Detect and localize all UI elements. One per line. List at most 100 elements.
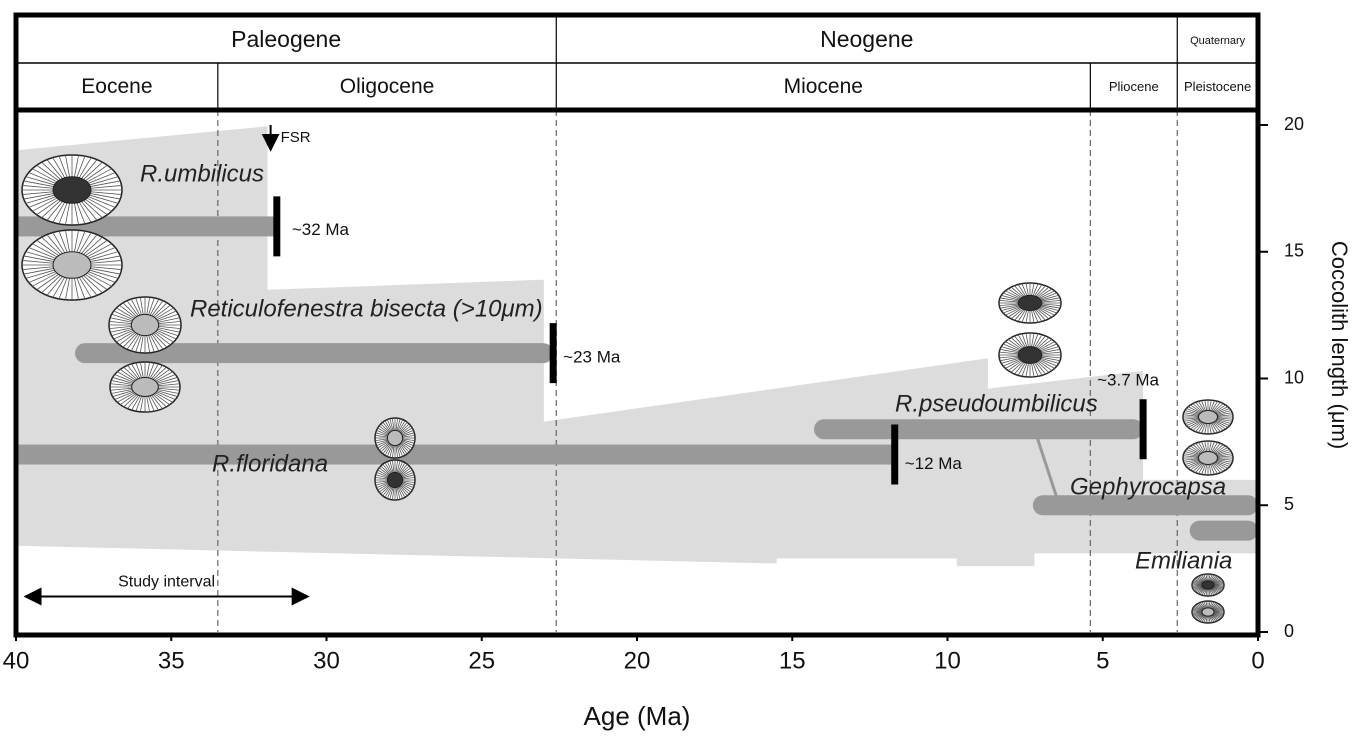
coccolith-ray xyxy=(65,277,71,300)
coccolith-ray xyxy=(1001,294,1021,301)
coccolith-ray xyxy=(1214,447,1229,455)
coccolith-ray xyxy=(1195,586,1204,593)
coccolith-ray xyxy=(1192,421,1203,431)
coccolith-icon xyxy=(1182,399,1234,435)
coccolith-ray xyxy=(1201,601,1207,609)
coccolith-ray xyxy=(80,234,98,255)
coccolith-ray xyxy=(999,299,1020,303)
coccolith-ray xyxy=(396,486,401,500)
coccolith-ray xyxy=(87,270,116,283)
coccolith-ray xyxy=(150,394,163,409)
coccolith-ray xyxy=(391,418,395,432)
coccolith-ray xyxy=(1212,577,1221,584)
coccolith-ray xyxy=(386,486,393,499)
coccolith-ray xyxy=(126,333,140,350)
coccolith-ray xyxy=(1007,288,1023,299)
coccolith-ray xyxy=(140,362,144,379)
coccolith-ray xyxy=(22,266,55,270)
coccolith-ray xyxy=(78,232,92,254)
coccolith-ray xyxy=(85,272,112,287)
coccolith-ray xyxy=(375,481,389,486)
coccolith-ray xyxy=(85,168,112,183)
coccolith-ray xyxy=(110,327,133,333)
coccolith-ray xyxy=(1205,601,1208,609)
coccolith-ray xyxy=(1216,458,1233,461)
coccolith-center xyxy=(130,313,160,337)
coccolith-ray xyxy=(52,157,66,179)
coccolith-center xyxy=(386,471,404,489)
coccolith-ray xyxy=(1183,455,1200,458)
coccolith-ray xyxy=(117,391,136,403)
coccolith-ray xyxy=(65,155,71,178)
coccolith-ray xyxy=(1199,588,1206,595)
coccolith-ray xyxy=(65,230,71,253)
coccolith-ray xyxy=(32,243,59,258)
coccolith-ray xyxy=(1005,290,1022,300)
coccolith-ray xyxy=(156,377,178,385)
coccolith-ray xyxy=(1192,608,1203,612)
coccolith-ray xyxy=(1035,335,1046,349)
coccolith-ray xyxy=(1186,419,1201,426)
coccolith-ray xyxy=(157,383,180,387)
coccolith-ray xyxy=(1216,414,1233,417)
period-label: Paleogene xyxy=(231,26,341,52)
coccolith-ray xyxy=(139,297,144,316)
coccolith-ray xyxy=(152,393,167,408)
coccolith-ray xyxy=(1193,613,1204,618)
coccolith-ray xyxy=(1211,614,1219,622)
event-label: ~3.7 Ma xyxy=(1097,371,1159,390)
coccolith-ray xyxy=(1010,308,1024,320)
coccolith-ray xyxy=(1212,443,1221,454)
coccolith-ray xyxy=(1203,601,1207,609)
coccolith-ray xyxy=(147,362,155,379)
coccolith-ray xyxy=(1208,601,1211,609)
coccolith-ray xyxy=(112,389,134,397)
coccolith-ray xyxy=(22,191,55,195)
coccolith-ray xyxy=(1035,285,1046,298)
series-label: Gephyrocapsa xyxy=(1070,473,1226,500)
coccolith-ray xyxy=(120,392,137,406)
coccolith-ray xyxy=(113,329,135,340)
coccolith-ray xyxy=(401,482,414,489)
coccolith-ray xyxy=(375,474,389,479)
event-label: ~12 Ma xyxy=(905,454,963,473)
coccolith-ray xyxy=(1195,421,1204,432)
coccolith-ray xyxy=(1209,574,1215,582)
coccolith-ray xyxy=(1040,356,1061,362)
coccolith-ray xyxy=(401,480,415,484)
coccolith-ray xyxy=(1214,406,1229,414)
series-label: R.umbilicus xyxy=(140,160,264,187)
coccolith-ray xyxy=(1212,613,1221,620)
coccolith-ray xyxy=(389,418,394,432)
coccolith-ray xyxy=(110,383,133,387)
coccolith-ray xyxy=(375,432,389,437)
coccolith-ray xyxy=(1211,575,1219,583)
coccolith-ray xyxy=(1215,459,1232,465)
coccolith-ray xyxy=(1201,588,1207,596)
coccolith-ray xyxy=(1032,283,1039,297)
coccolith-ray xyxy=(89,185,122,189)
coccolith-icon xyxy=(1191,600,1225,624)
coccolith-ray xyxy=(23,192,56,200)
coccolith-ray xyxy=(111,313,134,322)
x-tick-label: 25 xyxy=(468,647,495,674)
coccolith-ray xyxy=(153,368,170,382)
epoch-label: Pleistocene xyxy=(1184,79,1251,94)
coccolith-ray xyxy=(1193,579,1204,584)
coccolith-ray xyxy=(400,441,412,451)
coccolith-ray xyxy=(1213,583,1224,585)
coccolith-ray xyxy=(89,191,122,195)
coccolith-ray xyxy=(380,465,391,476)
coccolith-ray xyxy=(87,172,116,185)
coccolith-ray xyxy=(1010,360,1024,373)
coccolith-ray xyxy=(1211,614,1220,621)
coccolith-ray xyxy=(1007,339,1023,350)
coccolith-ray xyxy=(401,429,414,436)
coccolith-ray xyxy=(85,197,112,212)
coccolith-ray xyxy=(1209,588,1213,596)
coccolith-ray xyxy=(384,443,392,456)
coccolith-ray xyxy=(89,266,122,270)
coccolith-ray xyxy=(1039,294,1059,301)
coccolith-ray xyxy=(82,274,103,294)
coccolith-ray xyxy=(1193,586,1204,591)
